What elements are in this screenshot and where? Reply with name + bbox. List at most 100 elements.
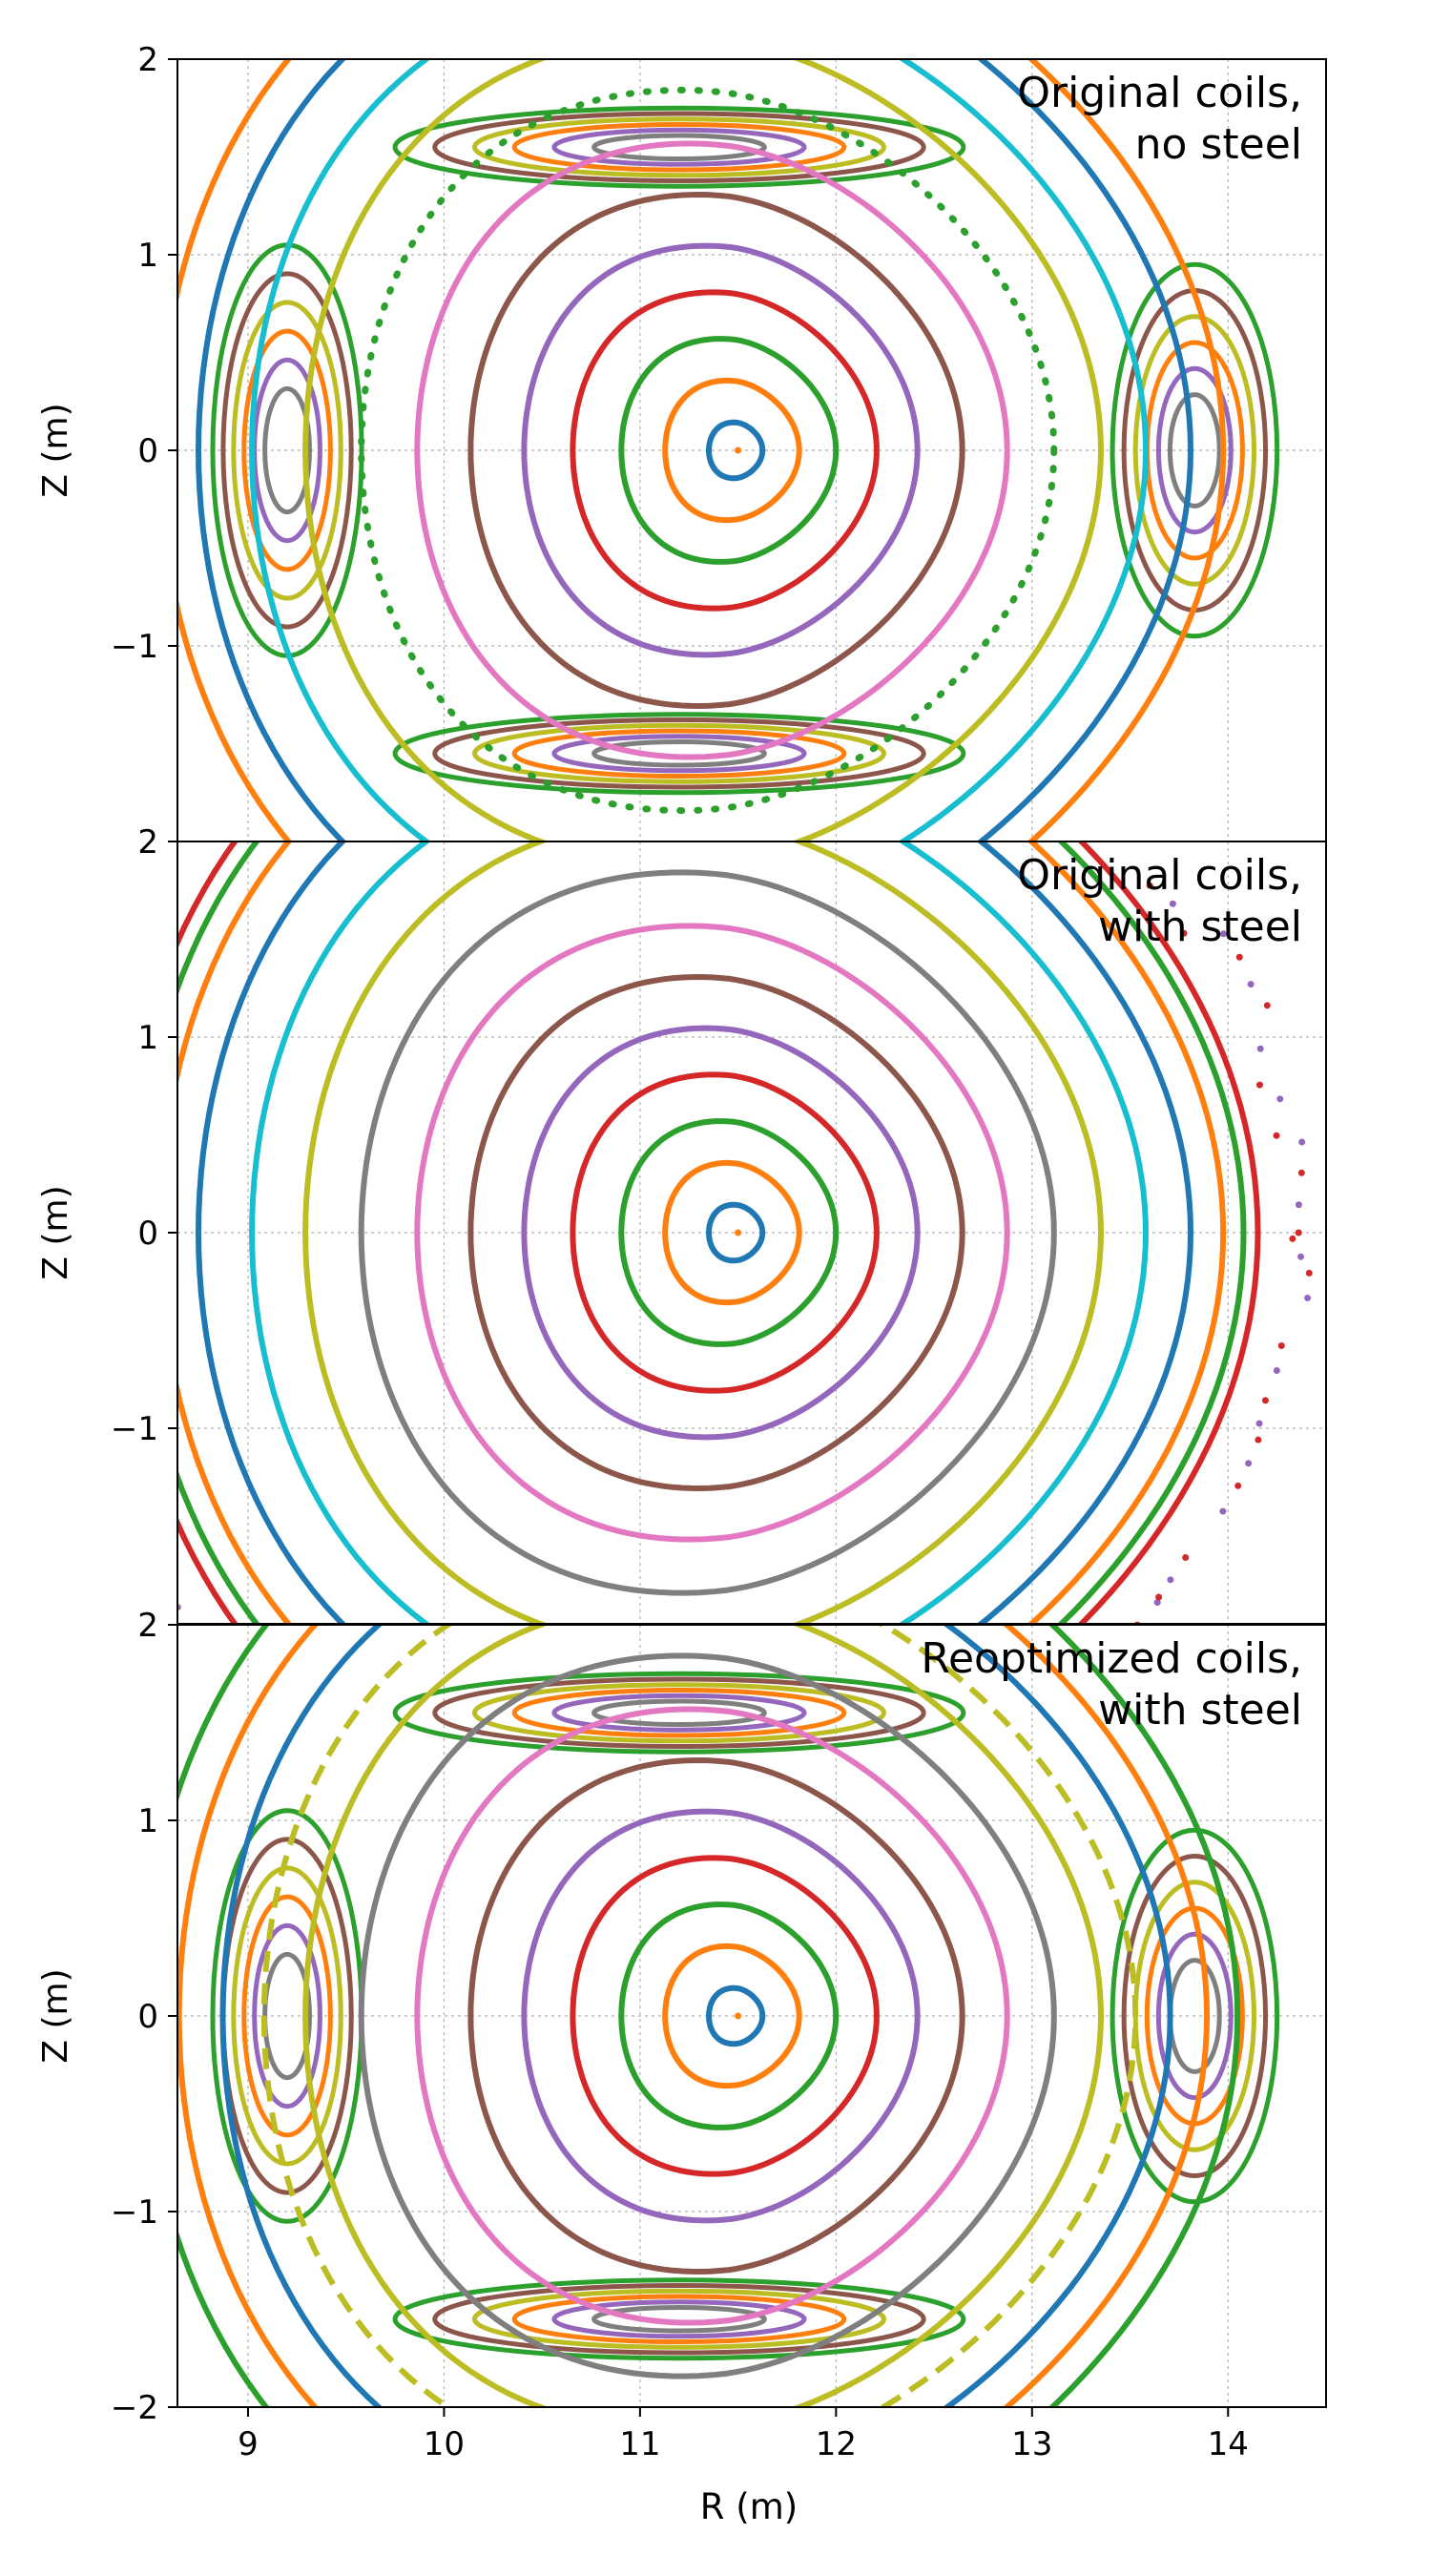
x-tick-label: 11 <box>619 2425 660 2463</box>
chaotic-point-30 <box>1156 831 1163 838</box>
chaotic-point-108 <box>161 863 168 870</box>
chaotic-point-14 <box>1256 1045 1264 1052</box>
chaotic-point-18 <box>1247 981 1255 988</box>
island-4-trace-1 <box>392 2277 966 2361</box>
chaotic-point-122 <box>93 1078 99 1085</box>
x-tick-label: 13 <box>1011 2425 1052 2463</box>
island-4-trace-1 <box>392 712 966 796</box>
y-tick-label: 0 <box>137 1998 158 2036</box>
chaotic-point-102 <box>187 809 194 816</box>
island-3-trace-5 <box>551 1693 807 1733</box>
flux-surface-9 <box>302 1625 1105 2407</box>
flux-surface-7 <box>414 923 1010 1543</box>
island-1-trace-3 <box>1132 314 1256 587</box>
island-3-trace-1 <box>392 105 966 189</box>
magnetic-axis <box>735 2012 742 2020</box>
chaotic-point-250 <box>1273 1367 1280 1375</box>
y-tick-label: 2 <box>137 1607 158 1645</box>
island-1-trace-5 <box>1155 365 1234 535</box>
flux-surface-5 <box>521 1025 921 1441</box>
chaotic-point-64 <box>728 595 735 602</box>
chaotic-point-114 <box>103 971 110 978</box>
y-tick-label: −1 <box>111 2193 158 2232</box>
chaotic-point-22 <box>1219 930 1227 938</box>
y-tick-label: −2 <box>111 2389 158 2427</box>
chaotic-point-92 <box>319 680 325 687</box>
chaotic-point-238 <box>1219 1507 1227 1515</box>
chaotic-point-206 <box>846 1834 853 1840</box>
flux-surface-2 <box>662 377 802 524</box>
chaotic-point-170 <box>336 1787 342 1794</box>
y-tick-label: 2 <box>137 823 158 862</box>
chaotic-point-138 <box>91 1353 97 1360</box>
y-tick-label: 1 <box>137 1019 158 1057</box>
flux-surface-2 <box>662 1159 802 1306</box>
chaotic-point-42 <box>1001 733 1007 739</box>
chaotic-point-162 <box>227 1725 234 1732</box>
panel-annotation-line2: with steel <box>1098 903 1302 951</box>
flux-surface-1 <box>705 1984 766 2047</box>
island-3-trace-3 <box>471 1682 886 1744</box>
flux-surface-11 <box>219 1625 1173 2407</box>
data-layer <box>73 595 1313 1857</box>
panel-3: 210−1−2Z (m)Reoptimized coils,with steel… <box>36 1607 1327 2463</box>
chaotic-point-166 <box>298 1740 304 1747</box>
flux-surface-2 <box>662 1942 802 2089</box>
island-1-trace-1 <box>1110 1827 1280 2205</box>
chaotic-point-212 <box>948 1771 955 1777</box>
chaotic-point-156 <box>182 1639 189 1646</box>
chaotic-point-242 <box>1245 1460 1253 1467</box>
chaotic-point-140 <box>91 1392 97 1399</box>
chaotic-point-244 <box>1255 1436 1262 1444</box>
x-tick-label: 14 <box>1208 2425 1249 2463</box>
island-4-trace-5 <box>551 734 807 774</box>
chaotic-point-150 <box>150 1542 156 1548</box>
chaotic-point-136 <box>75 1330 82 1337</box>
chaotic-point-142 <box>88 1435 94 1442</box>
chaotic-point-70 <box>621 600 628 607</box>
flux-surface-3 <box>618 1118 840 1347</box>
flux-surface-6 <box>467 191 965 710</box>
chaotic-point-80 <box>486 599 492 606</box>
island-4-trace-2 <box>432 717 926 790</box>
chaotic-point-214 <box>970 1758 977 1765</box>
flux-surface-6 <box>467 973 965 1492</box>
chaotic-point-34 <box>1104 800 1110 806</box>
flux-surface-9 <box>302 841 1105 1624</box>
flux-surface-4 <box>570 1855 880 2177</box>
y-tick-label: 0 <box>137 432 158 470</box>
flux-surface-3 <box>618 336 840 565</box>
chaotic-point-82 <box>430 634 437 640</box>
chaotic-point-178 <box>444 1839 450 1846</box>
island-3-trace-2 <box>432 111 926 184</box>
island-1-trace-2 <box>1121 1854 1269 2178</box>
chaotic-point-74 <box>553 606 560 613</box>
x-axis-label: R (m) <box>700 2486 798 2527</box>
chaotic-point-164 <box>266 1730 273 1736</box>
chaotic-point-202 <box>798 1850 804 1857</box>
island-1-trace-1 <box>1110 261 1280 639</box>
chaotic-point-56 <box>823 634 830 640</box>
y-tick-label: 1 <box>137 237 158 275</box>
chaotic-point-4 <box>1297 1169 1305 1176</box>
panel-annotation-line1: Reoptimized coils, <box>921 1634 1302 1683</box>
chaotic-point-126 <box>73 1156 80 1163</box>
island-4-trace-3 <box>471 722 886 784</box>
chaotic-point-236 <box>1182 1554 1190 1562</box>
chaotic-point-8 <box>1273 1132 1280 1139</box>
flux-surface-4 <box>570 289 880 612</box>
y-axis-label: Z (m) <box>36 1185 75 1279</box>
chaotic-point-220 <box>1027 1722 1034 1729</box>
chaotic-point-120 <box>88 1055 94 1062</box>
chaotic-point-230 <box>1153 1599 1161 1607</box>
flux-surface-1 <box>705 1201 766 1264</box>
chaotic-point-152 <box>152 1583 158 1589</box>
chaotic-point-10 <box>1276 1095 1284 1103</box>
island-3-trace-6 <box>591 133 767 162</box>
chaotic-point-174 <box>380 1824 386 1831</box>
chaotic-point-76 <box>537 595 544 602</box>
island-2-trace-4 <box>241 1894 333 2138</box>
chaotic-point-26 <box>1169 900 1176 907</box>
chaotic-point-172 <box>359 1805 365 1812</box>
